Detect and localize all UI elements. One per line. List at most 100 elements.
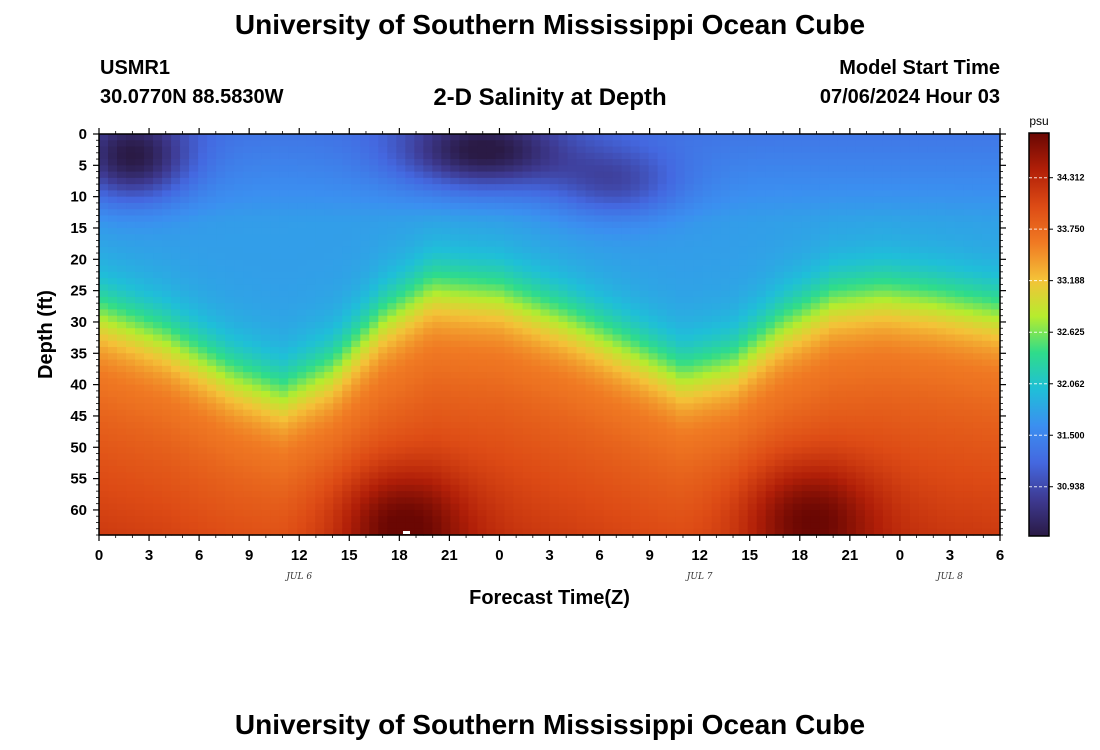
heatmap-cell xyxy=(270,447,280,455)
heatmap-cell xyxy=(792,190,803,198)
heatmap-cell xyxy=(351,347,361,354)
heatmap-cell xyxy=(585,390,596,398)
heatmap-cell xyxy=(432,359,442,367)
heatmap-cell xyxy=(486,422,497,430)
heatmap-cell xyxy=(594,240,605,248)
heatmap-cell xyxy=(576,234,587,242)
heatmap-cell xyxy=(792,303,803,311)
heatmap-cell xyxy=(297,378,307,386)
heatmap-cell xyxy=(684,240,695,248)
heatmap-cell xyxy=(549,359,560,367)
heatmap-cell xyxy=(99,491,109,499)
heatmap-cell xyxy=(765,415,776,423)
heatmap-cell xyxy=(549,146,560,154)
heatmap-cell xyxy=(558,309,569,317)
heatmap-cell xyxy=(144,246,154,254)
heatmap-cell xyxy=(792,134,803,141)
heatmap-cell xyxy=(108,415,118,423)
heatmap-cell xyxy=(315,140,325,148)
heatmap-cell xyxy=(585,177,596,185)
heatmap-cell xyxy=(567,278,578,285)
heatmap-cell xyxy=(765,196,776,204)
heatmap-cell xyxy=(180,522,190,530)
heatmap-cell xyxy=(270,522,280,530)
heatmap-cell xyxy=(108,503,118,511)
heatmap-cell xyxy=(225,177,235,185)
heatmap-cell xyxy=(531,328,542,336)
heatmap-cell xyxy=(270,234,280,242)
heatmap-cell xyxy=(117,227,127,235)
heatmap-cell xyxy=(531,265,542,273)
heatmap-cell xyxy=(522,528,533,536)
heatmap-cell xyxy=(117,484,127,492)
heatmap-cell xyxy=(603,522,614,530)
heatmap-cell xyxy=(477,190,488,198)
heatmap-cell xyxy=(621,403,632,411)
heatmap-cell xyxy=(234,321,244,329)
heatmap-cell xyxy=(351,384,361,392)
heatmap-cell xyxy=(153,478,163,486)
heatmap-cell xyxy=(234,140,244,148)
heatmap-cell xyxy=(729,134,740,141)
heatmap-cell xyxy=(414,528,424,536)
heatmap-cell xyxy=(648,284,659,292)
heatmap-cell xyxy=(252,334,262,342)
heatmap-cell xyxy=(396,165,406,173)
heatmap-cell xyxy=(495,422,506,430)
heatmap-cell xyxy=(378,497,388,505)
heatmap-cell xyxy=(126,422,136,430)
heatmap-cell xyxy=(441,290,451,298)
heatmap-cell xyxy=(441,347,451,354)
heatmap-cell xyxy=(459,441,470,448)
heatmap-cell xyxy=(594,447,605,455)
heatmap-cell xyxy=(540,428,551,436)
heatmap-cell xyxy=(756,434,767,442)
heatmap-cell xyxy=(117,409,127,417)
heatmap-cell xyxy=(171,447,181,455)
heatmap-cell xyxy=(333,146,343,154)
heatmap-cell xyxy=(675,296,686,304)
heatmap-cell xyxy=(207,259,217,267)
heatmap-cell xyxy=(378,284,388,292)
heatmap-cell xyxy=(549,522,560,530)
heatmap-cell xyxy=(270,259,280,267)
heatmap-cell xyxy=(153,441,163,448)
heatmap-cell xyxy=(675,284,686,292)
heatmap-cell xyxy=(324,353,334,361)
heatmap-cell xyxy=(693,284,704,292)
heatmap-cell xyxy=(216,290,226,298)
heatmap-cell xyxy=(540,190,551,198)
heatmap-cell xyxy=(567,321,578,329)
heatmap-cell xyxy=(369,196,379,204)
heatmap-cell xyxy=(783,328,794,336)
heatmap-cell xyxy=(450,303,460,311)
heatmap-cell xyxy=(126,390,136,398)
heatmap-cell xyxy=(747,321,758,329)
heatmap-cell xyxy=(306,340,316,348)
heatmap-cell xyxy=(477,159,488,166)
heatmap-cell xyxy=(603,290,614,298)
heatmap-cell xyxy=(603,466,614,473)
heatmap-cell xyxy=(468,528,479,536)
heatmap-cell xyxy=(297,196,307,204)
heatmap-cell xyxy=(153,315,163,323)
heatmap-cell xyxy=(342,497,352,505)
heatmap-cell xyxy=(243,441,253,448)
heatmap-cell xyxy=(693,315,704,323)
heatmap-cell xyxy=(198,484,208,492)
heatmap-cell xyxy=(108,209,118,217)
heatmap-cell xyxy=(792,522,803,530)
heatmap-cell xyxy=(135,159,145,166)
heatmap-cell xyxy=(117,221,127,229)
heatmap-cell xyxy=(153,509,163,517)
heatmap-cell xyxy=(594,441,605,448)
heatmap-cell xyxy=(693,215,704,223)
heatmap-cell xyxy=(171,134,181,141)
heatmap-cell xyxy=(324,290,334,298)
heatmap-cell xyxy=(576,434,587,442)
heatmap-cell xyxy=(171,321,181,329)
heatmap-cell xyxy=(711,497,722,505)
heatmap-cell xyxy=(189,372,199,379)
heatmap-cell xyxy=(162,146,172,154)
heatmap-cell xyxy=(639,134,650,141)
